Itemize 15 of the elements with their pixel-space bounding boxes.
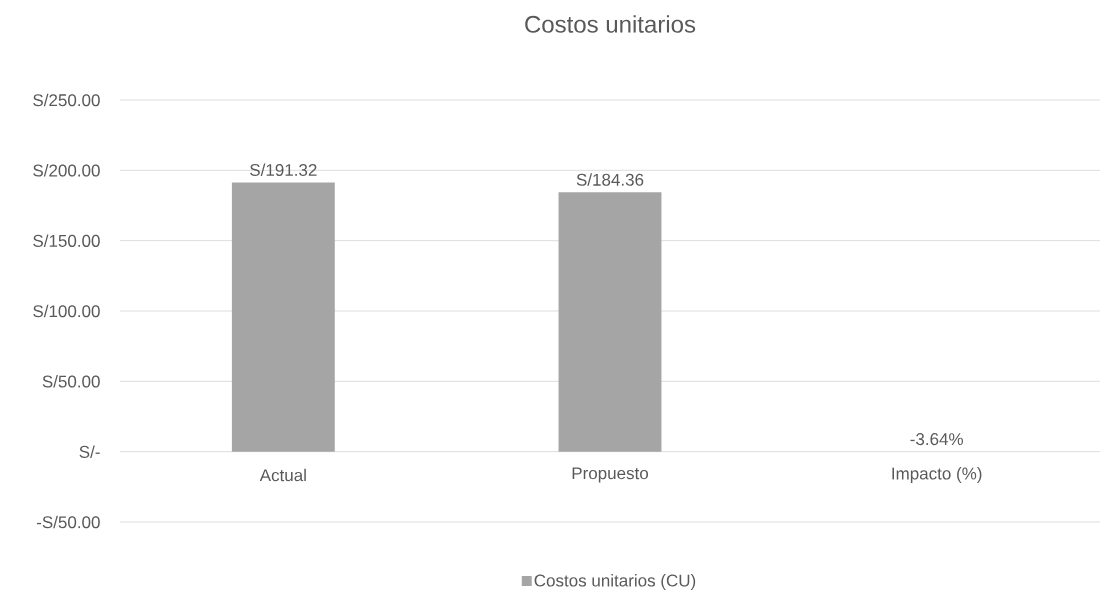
x-tick-label: Actual: [259, 468, 306, 482]
y-tick-label: -S/50.00: [36, 515, 100, 529]
y-tick-label: S/50.00: [42, 375, 100, 388]
data-label: S/191.32: [250, 163, 317, 177]
y-tick-label: S/250.00: [33, 93, 100, 107]
y-tick-label: S/-: [79, 445, 100, 458]
chart-title: Costos unitarios: [525, 15, 696, 33]
x-tick-label: Impacto (%): [892, 467, 982, 483]
x-tick-label: Propuesto: [572, 467, 649, 483]
legend-label: Costos unitarios (CU): [534, 574, 696, 590]
data-label: -3.64%: [910, 433, 963, 446]
data-label: S/184.36: [576, 173, 644, 186]
y-tick-label: S/100.00: [33, 304, 100, 318]
y-tick-label: S/200.00: [33, 164, 100, 177]
y-tick-label: S/150.00: [33, 234, 100, 247]
